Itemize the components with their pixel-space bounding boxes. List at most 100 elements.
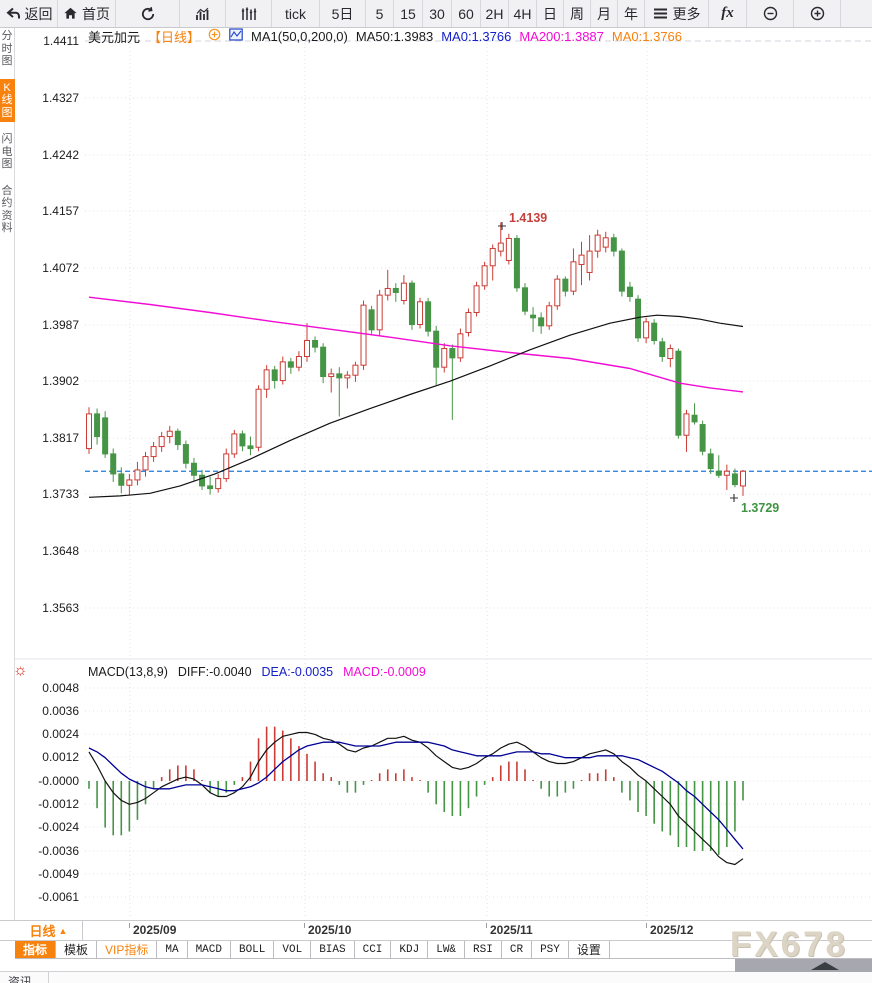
toolbar-m60-button[interactable]: 60 (452, 0, 481, 27)
tab-bias[interactable]: BIAS (311, 941, 355, 958)
toolbar-more-label: 更多 (672, 5, 701, 22)
toolbar-month-button[interactable]: 月 (591, 0, 618, 27)
svg-text:1.4242: 1.4242 (42, 148, 79, 162)
svg-text:1.3902: 1.3902 (42, 374, 79, 388)
svg-text:1.4139: 1.4139 (509, 211, 547, 225)
sidebar-char: 分 (1, 30, 13, 42)
tab-macd[interactable]: MACD (188, 941, 231, 958)
ma50-value: MA50:1.3983 (355, 28, 434, 44)
toolbar-tick-button[interactable]: tick (272, 0, 320, 27)
sidebar-item-lightning[interactable]: 闪电图 (0, 130, 15, 174)
sidebar-char: 合 (1, 184, 13, 197)
chart-bars-icon (194, 6, 211, 21)
panel-expand-handle[interactable] (735, 959, 872, 972)
tab-vol[interactable]: VOL (274, 941, 312, 958)
toolbar-m15-label: 15 (400, 5, 416, 22)
svg-text:0.0012: 0.0012 (42, 750, 79, 764)
svg-text:1.3733: 1.3733 (42, 487, 79, 501)
svg-text:0.0036: 0.0036 (42, 704, 79, 718)
toolbar-month-label: 月 (597, 5, 611, 22)
toolbar-m5-button[interactable]: 5 (366, 0, 394, 27)
toolbar-chart-line-icon[interactable] (180, 0, 226, 27)
tab-rsi[interactable]: RSI (465, 941, 502, 958)
toolbar-5d-button[interactable]: 5日 (320, 0, 366, 27)
add-indicator-icon[interactable] (208, 28, 221, 44)
chart-legend: 美元加元 【日线】 MA1(50,0,200,0) MA50:1.3983 MA… (88, 28, 682, 45)
toolbar-m30-button[interactable]: 30 (423, 0, 452, 27)
tab-指标[interactable]: 指标 (15, 941, 57, 958)
sidebar-char: 图 (1, 55, 13, 67)
ma200-value: MA200:1.3887 (519, 28, 604, 44)
svg-text:-0.0049: -0.0049 (38, 867, 79, 881)
macd-legend: MACD(13,8,9) DIFF:-0.0040 DEA:-0.0035 MA… (88, 664, 426, 679)
ma0-blue-value: MA0:1.3766 (441, 28, 512, 44)
fx678-watermark: FX678 (729, 925, 848, 964)
tab-设置[interactable]: 设置 (569, 941, 610, 958)
tab-lwamp[interactable]: LW& (428, 941, 466, 958)
toolbar-day-button[interactable]: 日 (537, 0, 564, 27)
month-label-2025-11: 2025/11 (486, 923, 533, 937)
chevron-up-icon: ▲ (58, 925, 68, 936)
back-icon (5, 6, 21, 21)
divider (48, 972, 49, 983)
tab-cci[interactable]: CCI (355, 941, 392, 958)
svg-text:1.4157: 1.4157 (42, 204, 79, 218)
toolbar-refresh-icon[interactable] (116, 0, 180, 27)
toolbar-m15-button[interactable]: 15 (394, 0, 423, 27)
toolbar-fx-button[interactable]: fx (709, 0, 747, 27)
toolbar-back-button[interactable]: 返回 (0, 0, 58, 27)
month-label-2025-09: 2025/09 (128, 923, 177, 937)
ma-settings-label: MA1(50,0,200,0) (251, 28, 348, 44)
sidebar-char: K (3, 81, 11, 94)
svg-text:1.3563: 1.3563 (42, 601, 79, 615)
svg-text:1.4327: 1.4327 (42, 91, 79, 105)
macd-params-label: MACD(13,8,9) (88, 664, 168, 679)
tab-boll[interactable]: BOLL (231, 941, 275, 958)
toolbar-home-button[interactable]: 首页 (58, 0, 116, 27)
tab-cr[interactable]: CR (502, 941, 533, 958)
mini-chart-icon[interactable] (229, 28, 243, 44)
news-tab[interactable]: 资讯 (8, 975, 33, 983)
top-toolbar: 返回 首页 tick 5日 5 15 30 60 2H 4H 日周月年 更多 fx (0, 0, 872, 28)
tab-psy[interactable]: PSY (532, 941, 569, 958)
sidebar-char: 电 (1, 145, 13, 158)
toolbar-year-label: 年 (624, 5, 638, 22)
toolbar-day-label: 日 (543, 5, 557, 22)
sidebar-item-time-share[interactable]: 分时图 (0, 27, 15, 71)
toolbar-zoom-out-icon[interactable] (747, 0, 794, 27)
toolbar-year-button[interactable]: 年 (618, 0, 645, 27)
svg-text:-0.0000: -0.0000 (38, 774, 79, 788)
period-selector[interactable]: 日线 ▲ (15, 921, 83, 940)
toolbar-zoom-in-icon[interactable] (794, 0, 841, 27)
tab-ma[interactable]: MA (157, 941, 188, 958)
indicator-settings-icon[interactable]: ☼ (13, 662, 28, 679)
svg-text:1.4072: 1.4072 (42, 261, 79, 275)
toolbar-back-label: 返回 (24, 5, 53, 22)
tab-kdj[interactable]: KDJ (391, 941, 429, 958)
toolbar-week-button[interactable]: 周 (564, 0, 591, 27)
svg-text:1.3729: 1.3729 (741, 501, 779, 515)
svg-text:0.0048: 0.0048 (42, 681, 79, 695)
sidebar-char: 闪 (1, 133, 13, 145)
toolbar-m30-label: 30 (429, 5, 445, 22)
svg-text:-0.0024: -0.0024 (38, 820, 79, 834)
candlestick-macd-chart[interactable]: 1.4411 1.4327 1.4242 1.4157 1.4072 1.3987 1.39… (0, 0, 872, 923)
svg-text:-0.0061: -0.0061 (38, 890, 79, 904)
toolbar-h2-button[interactable]: 2H (481, 0, 509, 27)
triangle-up-icon (811, 962, 839, 970)
refresh-icon (140, 6, 156, 22)
sidebar-item-contract-info[interactable]: 合约资料 (0, 182, 15, 238)
menu-icon (653, 7, 669, 20)
bottom-bar: 资讯 (0, 971, 872, 983)
diff-value: DIFF:-0.0040 (177, 664, 252, 679)
toolbar-m5-label: 5 (375, 5, 384, 22)
tab-vip指标[interactable]: VIP指标 (97, 941, 158, 958)
toolbar-h4-button[interactable]: 4H (509, 0, 537, 27)
toolbar-chart-candle-icon[interactable] (226, 0, 272, 27)
tab-模板[interactable]: 模板 (56, 941, 98, 958)
toolbar-h2-label: 2H (485, 5, 504, 22)
toolbar-more-button[interactable]: 更多 (645, 0, 709, 27)
